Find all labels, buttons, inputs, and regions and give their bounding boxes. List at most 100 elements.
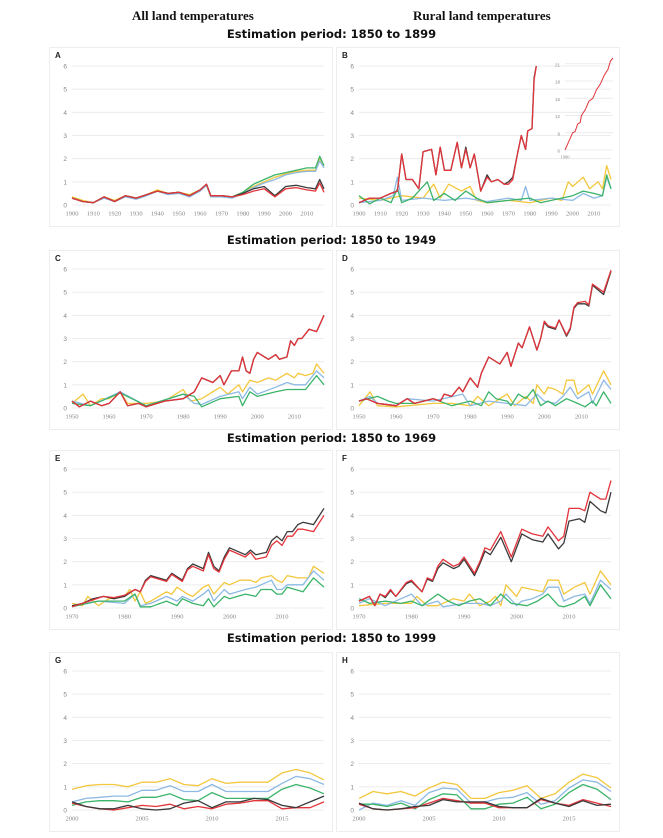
series-line-yellow — [71, 768, 325, 790]
series-line-yellow — [358, 773, 612, 800]
y-tick-label: 2 — [350, 359, 354, 366]
y-tick-label: 5 — [350, 290, 354, 297]
x-tick-label: 2005 — [423, 816, 436, 823]
x-tick-label: 2000 — [279, 211, 292, 218]
panel-label: F — [342, 454, 347, 463]
panel-label: C — [55, 254, 61, 263]
series-line-black — [71, 315, 325, 408]
y-tick-label: 4 — [350, 715, 354, 722]
y-tick-label: 2 — [63, 761, 67, 768]
series-line-yellow — [358, 370, 612, 408]
x-tick-label: 2005 — [136, 816, 149, 823]
x-tick-label: 2000 — [510, 614, 523, 621]
panel-g: G 0 1 2 3 4 5 6 2000 2005 2010 2015 — [49, 652, 333, 832]
x-tick-label: 2010 — [493, 816, 506, 823]
x-tick-label: 1970 — [140, 414, 153, 421]
y-tick-label: 6 — [557, 149, 560, 154]
x-tick-label: 1930 — [417, 211, 430, 218]
x-tick-label: 1990 — [458, 614, 471, 621]
x-tick-label: 1910 — [374, 211, 387, 218]
series-line-green — [71, 155, 325, 204]
y-tick-label: 4 — [63, 313, 67, 320]
y-tick-label: 0 — [350, 203, 354, 210]
column-title-rural-land: Rural land temperatures — [413, 8, 551, 23]
y-tick-label: 3 — [63, 738, 67, 745]
panel-h: H 0 1 2 3 4 5 6 2000 2005 2010 2015 — [336, 652, 620, 832]
y-tick-label: 4 — [63, 715, 67, 722]
panel-f: F 0 1 2 3 4 5 6 1970 1980 1990 2000 2010 — [336, 450, 620, 630]
x-tick-label: 1980 — [118, 614, 131, 621]
panel-c: C 0 1 2 3 4 5 6 1950 1960 1970 1980 1990 2000 2010 — [49, 250, 333, 430]
y-tick-label: 0 — [63, 203, 67, 210]
x-tick-label: 1900 — [66, 211, 79, 218]
x-tick-label: 1980 — [464, 414, 477, 421]
y-tick-label: 2 — [350, 156, 354, 163]
y-tick-label: 5 — [63, 490, 67, 497]
x-tick-label: 1910 — [87, 211, 100, 218]
y-tick-label: 3 — [63, 536, 67, 543]
series-line-red — [358, 480, 612, 607]
chart-plot: 0 1 2 3 4 5 6 1970 1980 1990 2000 2010 — [350, 467, 612, 621]
y-tick-label: 3 — [63, 336, 67, 343]
series-line-red — [71, 800, 325, 811]
y-tick-label: 6 — [63, 64, 67, 71]
y-tick-label: 1 — [63, 784, 67, 791]
y-tick-label: 3 — [63, 133, 67, 140]
x-tick-label: 1990 — [501, 414, 514, 421]
series-line-blue — [71, 775, 325, 803]
x-tick-label: 1950 — [459, 211, 472, 218]
inset-plot: 6 9 12 15 18 21 1980 — [555, 57, 614, 160]
x-tick-label: 1970 — [66, 614, 79, 621]
chart-plot: 0 1 2 3 4 5 6 2000 2005 2010 2015 — [63, 669, 325, 823]
x-tick-label: 2000 — [353, 816, 366, 823]
x-tick-label: 2000 — [538, 414, 551, 421]
y-tick-label: 1 — [350, 179, 354, 186]
x-tick-label: 1960 — [103, 414, 116, 421]
x-tick-label: 1960 — [390, 414, 403, 421]
x-tick-label: 2015 — [276, 816, 289, 823]
x-tick-label: 1940 — [151, 211, 164, 218]
y-tick-label: 5 — [350, 87, 354, 94]
y-tick-label: 1 — [63, 382, 67, 389]
x-tick-label: 1920 — [108, 211, 121, 218]
x-tick-label: 1950 — [172, 211, 185, 218]
panel-label: G — [55, 656, 62, 665]
x-tick-label: 1970 — [215, 211, 228, 218]
chart-plot: 0 1 2 3 4 5 6 2000 2005 2010 2015 — [350, 669, 612, 823]
chart-plot: 0 1 2 3 4 5 6 1950 1960 1970 1980 1990 2000 2010 — [63, 267, 325, 421]
x-tick-label: 2010 — [206, 816, 219, 823]
y-tick-label: 2 — [63, 156, 67, 163]
series-line-yellow — [71, 158, 325, 204]
x-tick-label: 2010 — [288, 414, 301, 421]
y-tick-label: 18 — [555, 80, 561, 85]
x-tick-label: 2010 — [300, 211, 313, 218]
y-tick-label: 21 — [555, 62, 561, 67]
x-tick-label: 1970 — [353, 614, 366, 621]
panel-d: D 0 1 2 3 4 5 6 1950 1960 1970 1980 1990 2000 2010 — [336, 250, 620, 430]
y-tick-label: 1 — [63, 582, 67, 589]
x-tick-label: 2000 — [223, 614, 236, 621]
inset-chart: 6 9 12 15 18 21 1980 — [551, 54, 615, 162]
x-tick-label: 1970 — [502, 211, 515, 218]
y-tick-label: 2 — [63, 559, 67, 566]
x-tick-label: 1900 — [353, 211, 366, 218]
y-tick-label: 3 — [350, 738, 354, 745]
y-tick-label: 5 — [63, 290, 67, 297]
period-heading-1899: Estimation period: 1850 to 1899 — [226, 27, 437, 41]
column-title-all-land: All land temperatures — [132, 8, 254, 23]
y-tick-label: 5 — [63, 87, 67, 94]
y-tick-label: 4 — [63, 110, 67, 117]
y-tick-label: 5 — [350, 692, 354, 699]
y-tick-label: 6 — [350, 467, 354, 474]
period-heading-1949: Estimation period: 1850 to 1949 — [226, 233, 437, 247]
y-tick-label: 6 — [350, 669, 354, 676]
y-tick-label: 2 — [350, 559, 354, 566]
x-tick-label: 1980 — [236, 211, 249, 218]
panel-label: E — [55, 454, 61, 463]
x-tick-label: 2010 — [276, 614, 289, 621]
panel-label: D — [342, 254, 348, 263]
series-line-black — [358, 797, 612, 811]
x-tick-label: 1960 — [194, 211, 207, 218]
chart-plot: 0 1 2 3 4 5 6 1970 1980 1990 2000 2010 — [63, 467, 325, 621]
x-tick-label: 1980 — [405, 614, 418, 621]
